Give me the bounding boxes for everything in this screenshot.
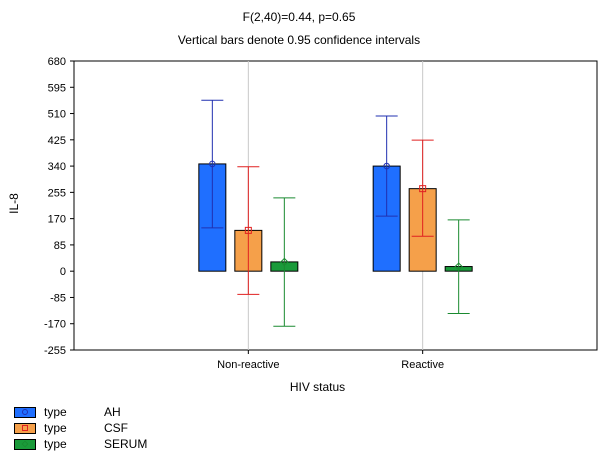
legend-prefix: type <box>44 405 67 419</box>
legend-swatch-csf <box>14 422 36 434</box>
plot-frame <box>73 60 598 351</box>
y-tick-label: -85 <box>50 292 66 304</box>
legend: type AH type CSF type SERUM <box>14 404 147 452</box>
chart-plot: 680 595 510 425 340 255 170 85 0 -85 -170 -255 Non-r… <box>7 56 598 394</box>
y-tick-label: -255 <box>44 345 66 357</box>
x-tick-label: Reactive <box>401 359 444 371</box>
mean-marker <box>280 257 289 267</box>
y-tick-label: 425 <box>48 135 66 147</box>
legend-swatch-serum <box>14 438 36 450</box>
y-tick-label: -170 <box>44 319 66 331</box>
y-tick-label: 340 <box>48 161 66 173</box>
y-tick-label: 85 <box>54 240 66 252</box>
mean-marker <box>454 262 463 271</box>
y-tick-label: 255 <box>48 187 66 199</box>
x-axis-label: HIV status <box>290 380 345 394</box>
legend-label-serum: SERUM <box>104 437 148 451</box>
mean-marker <box>419 185 427 193</box>
mean-marker <box>209 160 216 168</box>
legend-label-csf: CSF <box>104 421 128 435</box>
mean-marker <box>244 226 252 234</box>
y-tick-label: 0 <box>60 266 66 278</box>
legend-item-ah: type AH <box>14 404 147 420</box>
mean-marker <box>383 162 390 170</box>
legend-swatch-ah <box>14 406 36 418</box>
legend-prefix: type <box>44 421 67 435</box>
x-tick-label: Non-reactive <box>217 359 279 371</box>
legend-item-serum: type SERUM <box>14 436 147 452</box>
y-axis-label: IL-8 <box>7 193 21 214</box>
legend-item-csf: type CSF <box>14 420 147 436</box>
y-tick-label: 680 <box>48 56 66 68</box>
legend-label-ah: AH <box>104 405 121 419</box>
y-tick-label: 510 <box>48 109 66 121</box>
chart-subtitle: Vertical bars denote 0.95 confidence int… <box>177 33 421 47</box>
legend-prefix: type <box>44 437 67 451</box>
y-tick-label: 170 <box>48 214 66 226</box>
y-tick-label: 595 <box>48 82 66 94</box>
chart-title: F(2,40)=0.44, p=0.65 <box>242 10 356 24</box>
